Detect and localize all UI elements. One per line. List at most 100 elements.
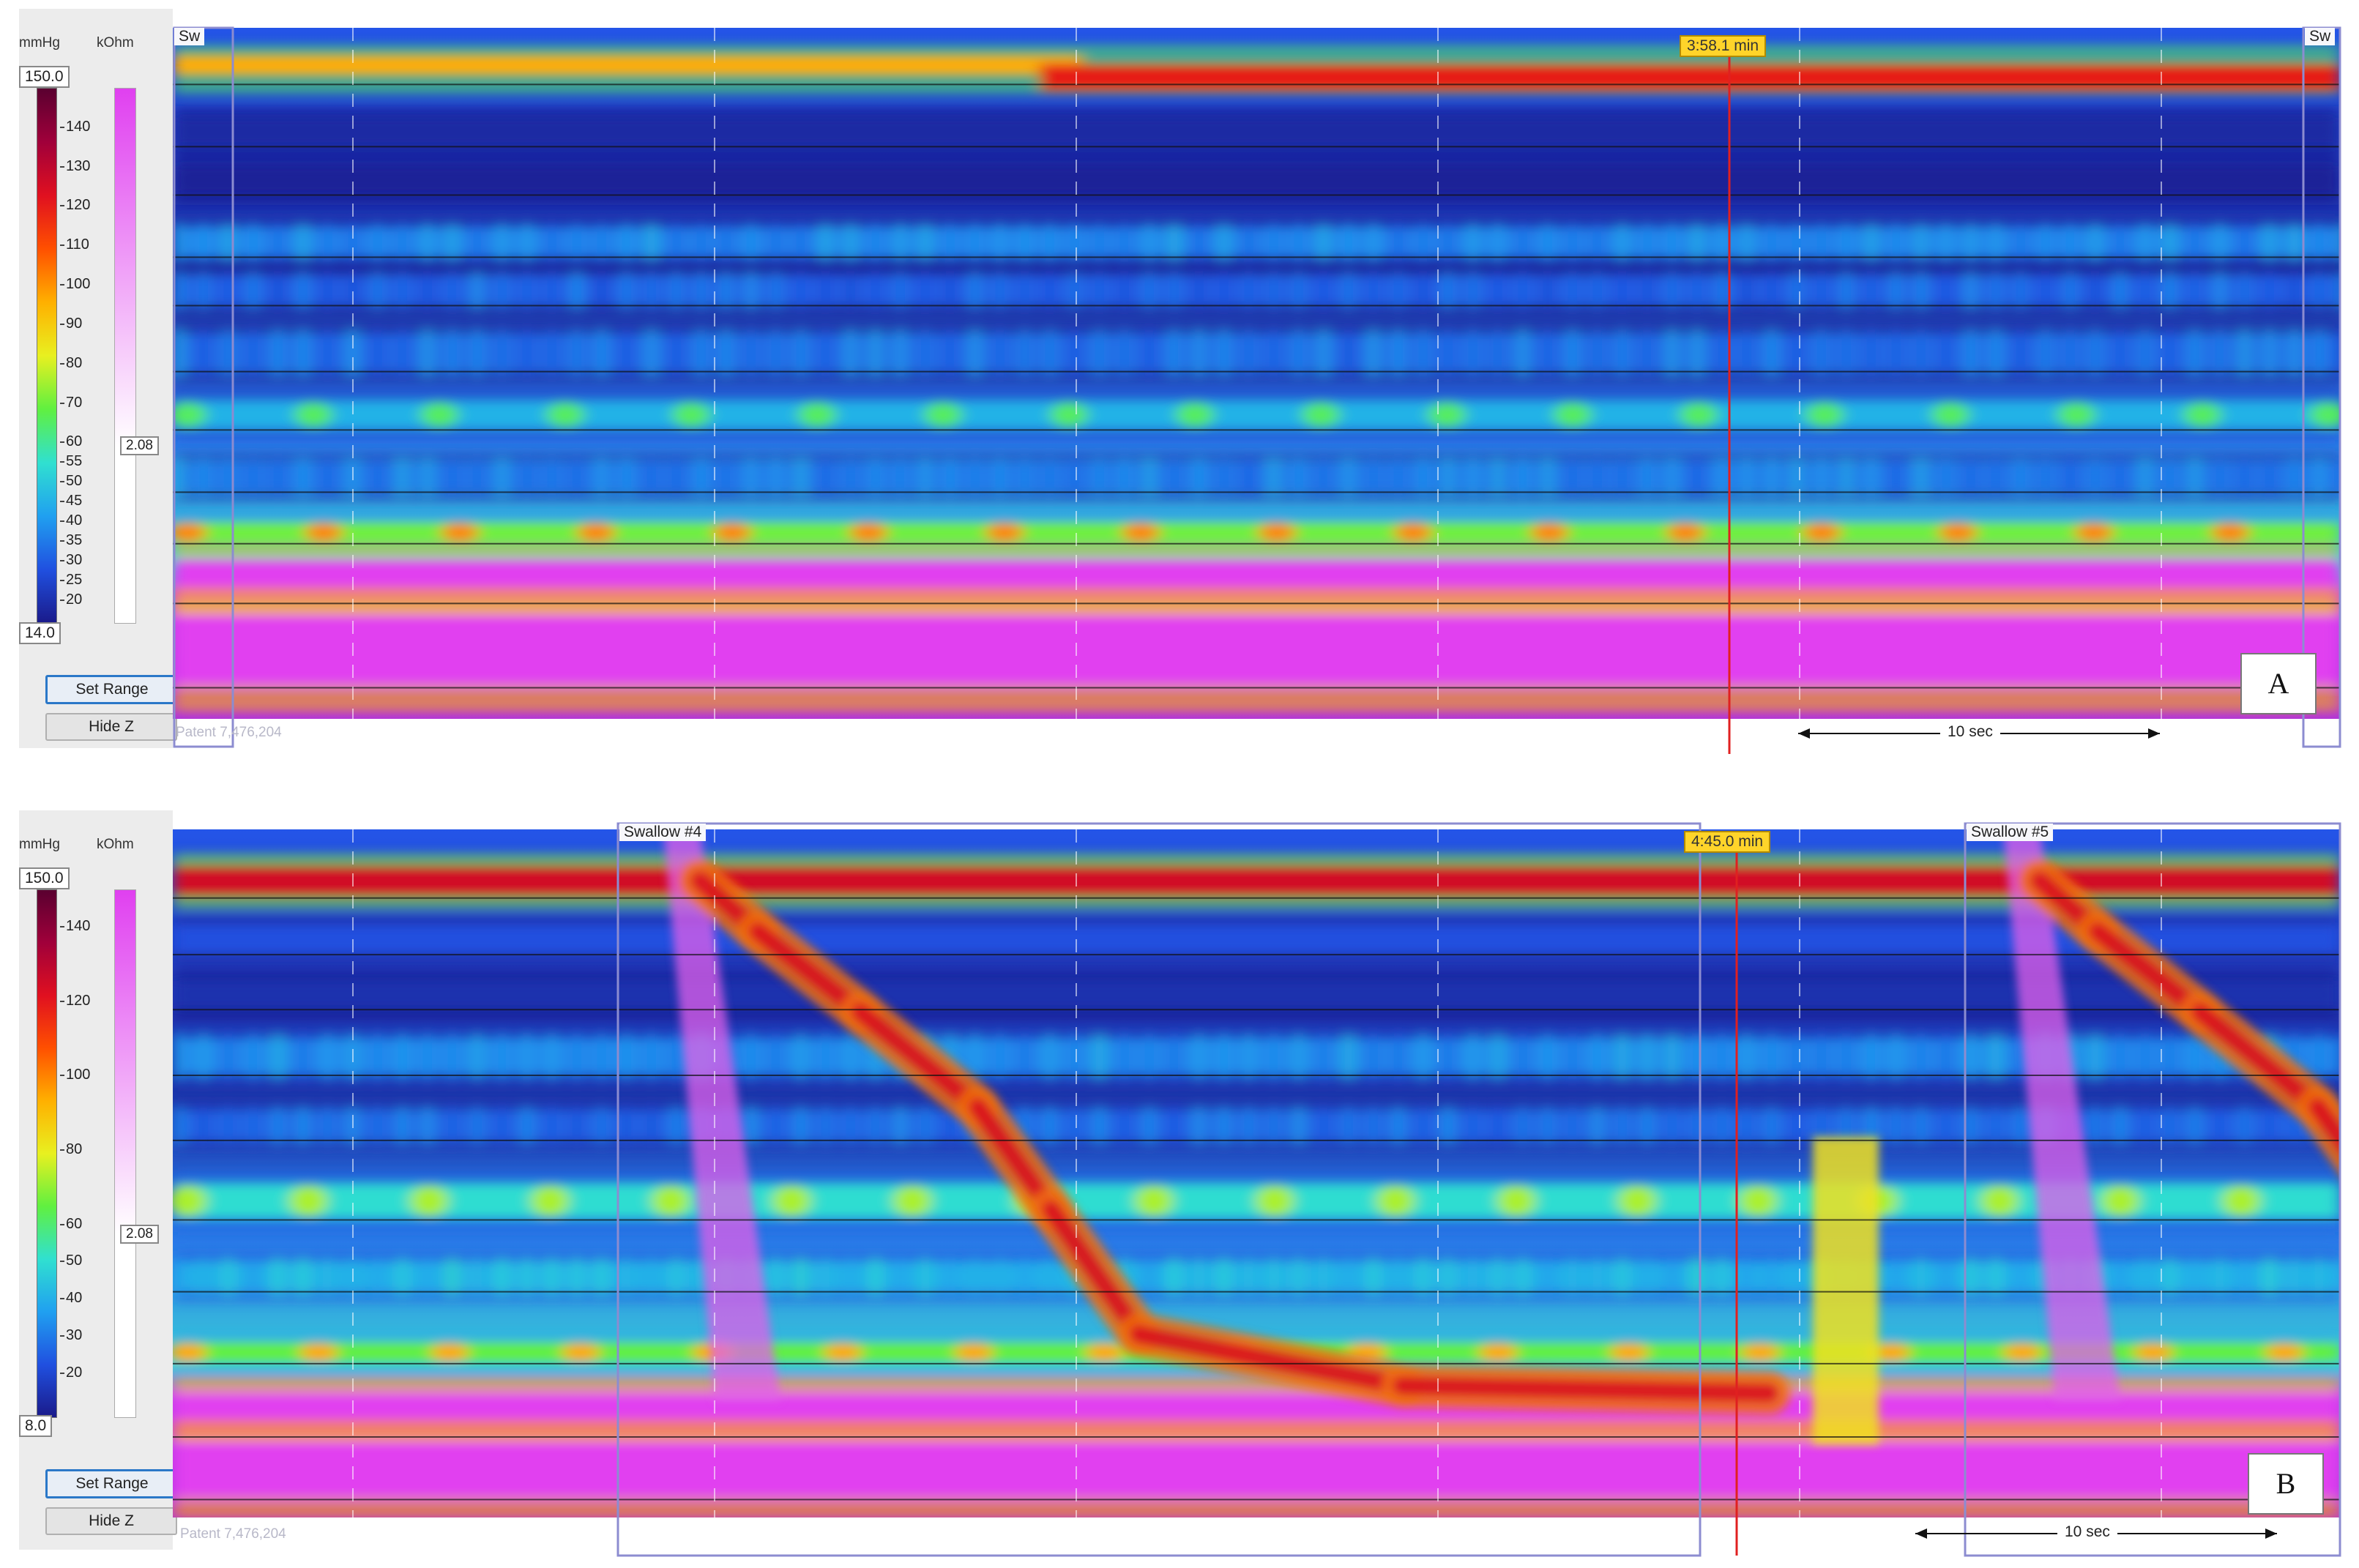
band-wave <box>2264 1257 2276 1296</box>
band-wave <box>646 271 657 310</box>
band-wave <box>1467 1105 1479 1145</box>
band <box>173 165 2340 194</box>
band-wave <box>1044 223 1056 262</box>
band-wave <box>521 328 533 377</box>
band-wave <box>397 1105 409 1145</box>
band-wave <box>1368 1257 1379 1296</box>
pressure-max-value[interactable]: 150.0 <box>19 66 70 88</box>
hide-z-button[interactable]: Hide Z <box>45 713 177 741</box>
band-wave <box>2239 1105 2251 1145</box>
band-wave <box>646 223 657 262</box>
band-wave <box>1243 328 1255 377</box>
pressure-topography-plot[interactable] <box>173 829 2340 1517</box>
band-wave <box>1666 328 1678 377</box>
band-wave <box>671 1257 682 1296</box>
band-wave <box>621 1105 633 1145</box>
band-wave <box>472 458 483 497</box>
band-wave <box>1119 1032 1130 1081</box>
band-wave <box>1691 1257 1703 1296</box>
band-wave <box>2338 1032 2340 1081</box>
band-wave <box>1417 1105 1429 1145</box>
band-wave <box>944 1257 956 1296</box>
band-dot <box>1176 402 1214 428</box>
band-wave <box>1144 223 1155 262</box>
impedance-min-value[interactable]: 2.08 <box>120 436 159 455</box>
band-wave <box>322 1257 334 1296</box>
band-wave <box>1044 1105 1056 1145</box>
band-wave <box>223 1105 234 1145</box>
colorbar-tick-label: 140 <box>59 118 91 135</box>
band-wave <box>1044 271 1056 310</box>
pressure-topography-plot[interactable] <box>173 28 2340 719</box>
band-wave <box>671 1032 682 1081</box>
set-range-button[interactable]: Set Range <box>45 1469 179 1498</box>
band-wave <box>1990 1032 2002 1081</box>
band-wave <box>322 1105 334 1145</box>
band-wave <box>845 458 857 497</box>
band-wave <box>2314 1257 2325 1296</box>
band-wave <box>920 1257 931 1296</box>
band-dot <box>420 402 458 428</box>
band-wave <box>845 1257 857 1296</box>
band-wave <box>322 1032 334 1081</box>
band-wave <box>2040 271 2051 310</box>
pressure-min-value[interactable]: 8.0 <box>19 1415 53 1437</box>
band-dot <box>1803 523 1841 542</box>
band <box>173 463 2340 491</box>
band-wave <box>2015 271 2027 310</box>
band-wave <box>1542 1032 1554 1081</box>
band-wave <box>297 1032 309 1081</box>
band-wave <box>2239 223 2251 262</box>
band-dot <box>924 402 962 428</box>
band-wave <box>1268 458 1280 497</box>
hide-z-button[interactable]: Hide Z <box>45 1507 177 1535</box>
scale-bar-arrow <box>2265 1528 2277 1539</box>
impedance-min-value[interactable]: 2.08 <box>120 1225 159 1244</box>
band-wave <box>546 458 558 497</box>
band-wave <box>1467 271 1479 310</box>
band-wave <box>646 1257 657 1296</box>
band-wave <box>447 458 458 497</box>
band-wave <box>2164 223 2176 262</box>
band-wave <box>1716 1105 1728 1145</box>
band-wave <box>223 1257 234 1296</box>
band-wave <box>322 223 334 262</box>
band-wave <box>247 1105 259 1145</box>
impedance-unit-label: kOhm <box>97 35 134 51</box>
band-wave <box>1567 223 1579 262</box>
set-range-button[interactable]: Set Range <box>45 675 179 704</box>
band-dot <box>798 402 836 428</box>
band-wave <box>223 271 234 310</box>
band-wave <box>1193 1105 1205 1145</box>
band-wave <box>1218 1032 1230 1081</box>
band-wave <box>297 328 309 377</box>
band-wave <box>2139 458 2151 497</box>
band-wave <box>1417 1257 1429 1296</box>
pressure-max-value[interactable]: 150.0 <box>19 867 70 889</box>
band-dot <box>713 523 751 542</box>
band-wave <box>696 271 707 310</box>
band-wave <box>397 271 409 310</box>
panel-b: mmHg kOhm 150.0 2.08 140 120 100 80 60 50 40 30… <box>0 802 2359 1563</box>
band-wave <box>1915 328 1927 377</box>
band-wave <box>1318 271 1330 310</box>
band-wave <box>1691 271 1703 310</box>
band-wave <box>1218 271 1230 310</box>
heatmap-svg <box>173 829 2340 1517</box>
band-wave <box>1866 1105 1877 1145</box>
band-wave <box>1069 458 1081 497</box>
band-wave <box>1617 458 1628 497</box>
band-wave <box>646 1105 657 1145</box>
scale-bar-arrow <box>1915 1528 1927 1539</box>
band-wave <box>422 328 433 377</box>
band-wave <box>1193 1032 1205 1081</box>
patent-text: Patent 7,476,204 <box>176 725 282 740</box>
band-wave <box>1890 1032 1902 1081</box>
band-wave <box>1866 1032 1877 1081</box>
band-wave <box>895 1257 906 1296</box>
band-wave <box>2338 1257 2340 1296</box>
scale-bar-arrow <box>1798 728 1810 739</box>
pressure-min-value[interactable]: 14.0 <box>19 622 61 644</box>
band-wave <box>2189 223 2201 262</box>
band-wave <box>1517 223 1529 262</box>
